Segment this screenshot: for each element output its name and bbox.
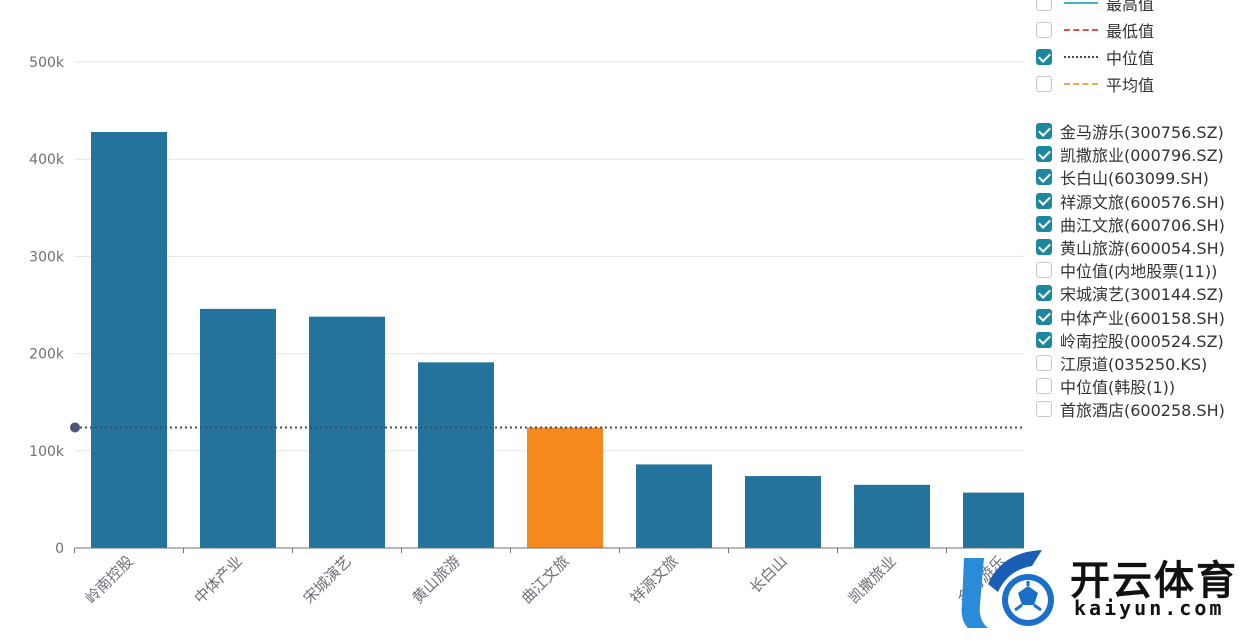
legend-label: 中位值(韩股(1)): [1060, 378, 1176, 398]
bar[interactable]: [963, 492, 1024, 548]
bar[interactable]: [527, 427, 603, 548]
checkbox-checked-icon[interactable]: [1036, 308, 1052, 325]
checkbox-unchecked-icon[interactable]: [1036, 378, 1052, 395]
checkbox-checked-icon[interactable]: [1036, 123, 1052, 139]
watermark-subtitle: kaiyun.com: [1074, 596, 1225, 620]
legend-series-item[interactable]: 中位值(韩股(1)): [1036, 375, 1242, 397]
checkbox-checked-icon[interactable]: [1036, 169, 1052, 186]
x-tick-label: 黄山旅游: [409, 552, 464, 607]
x-tick-label: 曲江文旅: [518, 552, 573, 607]
x-axis: [74, 547, 1024, 553]
checkbox-unchecked-icon[interactable]: [1036, 22, 1052, 38]
legend-label: 岭南控股(000524.SZ): [1060, 331, 1224, 351]
y-tick-label: 300k: [29, 249, 65, 265]
x-tick-label: 宋城演艺: [300, 552, 355, 607]
y-tick-label: 0: [55, 541, 64, 557]
median-marker: [70, 422, 80, 433]
checkbox-checked-icon[interactable]: [1036, 146, 1052, 163]
legend-label: 黄山旅游(600054.SH): [1060, 239, 1225, 258]
legend-line-item[interactable]: 最低值: [1036, 19, 1242, 41]
legend-label: 金马游乐(300756.SZ): [1060, 123, 1224, 142]
bar[interactable]: [854, 484, 930, 548]
checkbox-checked-icon[interactable]: [1036, 239, 1052, 255]
legend-line-swatch-icon: [1064, 29, 1098, 31]
legend-label: 宋城演艺(300144.SZ): [1060, 285, 1224, 305]
legend-label: 最低值: [1106, 22, 1155, 41]
bar[interactable]: [745, 476, 821, 548]
legend-label: 长白山(603099.SH): [1060, 169, 1209, 189]
kaiyun-logo-icon: [961, 550, 1054, 628]
checkbox-unchecked-icon[interactable]: [1036, 262, 1052, 279]
x-axis-labels: 岭南控股中体产业宋城演艺黄山旅游曲江文旅祥源文旅长白山凯撒旅业金马游乐: [82, 552, 1009, 607]
bar[interactable]: [309, 316, 385, 548]
y-tick-label: 400k: [29, 152, 65, 168]
y-axis-ticks: 0 100k 200k 300k 400k 500k: [29, 55, 65, 557]
watermark: 开云体育 kaiyun.com: [958, 544, 1242, 642]
legend-series-item[interactable]: 宋城演艺(300144.SZ): [1036, 282, 1242, 304]
checkbox-unchecked-icon[interactable]: [1036, 401, 1052, 418]
x-tick-label: 岭南控股: [82, 552, 137, 607]
watermark-title: 开云体育: [1070, 558, 1238, 604]
legend-label: 首旅酒店(600258.SH): [1060, 401, 1225, 421]
legend-series-item[interactable]: 岭南控股(000524.SZ): [1036, 329, 1242, 351]
checkbox-checked-icon[interactable]: [1036, 285, 1052, 302]
legend-label: 平均值: [1106, 76, 1155, 95]
legend-series-item[interactable]: 金马游乐(300756.SZ): [1036, 120, 1242, 142]
checkbox-checked-icon[interactable]: [1036, 215, 1052, 232]
legend-line-item[interactable]: 最高值: [1036, 0, 1242, 14]
x-tick-label: 祥源文旅: [627, 552, 682, 607]
legend-series-item[interactable]: 江原道(035250.KS): [1036, 352, 1242, 374]
bar[interactable]: [91, 131, 167, 548]
y-tick-label: 100k: [29, 444, 65, 460]
legend-label: 江原道(035250.KS): [1060, 355, 1208, 374]
legend-series-item[interactable]: 凯撒旅业(000796.SZ): [1036, 143, 1242, 165]
legend-line-swatch-icon: [1064, 2, 1098, 4]
legend-series-item[interactable]: 中位值(内地股票(11)): [1036, 259, 1242, 281]
bar[interactable]: [636, 464, 712, 548]
checkbox-checked-icon[interactable]: [1036, 49, 1052, 65]
legend-label: 中位值: [1106, 49, 1155, 68]
y-tick-label: 200k: [29, 347, 65, 363]
x-tick-label: 中体产业: [191, 552, 246, 607]
checkbox-unchecked-icon[interactable]: [1036, 355, 1052, 371]
legend-label: 中位值(内地股票(11)): [1060, 262, 1218, 282]
median-line: [70, 422, 1024, 433]
bar[interactable]: [200, 308, 276, 548]
y-tick-label: 500k: [29, 55, 65, 71]
bars: [91, 131, 1024, 548]
legend-label: 最高值: [1106, 0, 1155, 14]
legend-line-item[interactable]: 中位值: [1036, 46, 1242, 68]
bar[interactable]: [418, 362, 494, 548]
legend-series-item[interactable]: 中体产业(600158.SH): [1036, 306, 1242, 328]
legend-series-item[interactable]: 长白山(603099.SH): [1036, 166, 1242, 188]
legend-label: 祥源文旅(600576.SH): [1060, 192, 1225, 212]
legend-label: 中体产业(600158.SH): [1060, 308, 1225, 328]
legend-series-item[interactable]: 祥源文旅(600576.SH): [1036, 190, 1242, 212]
legend-series-item[interactable]: 首旅酒店(600258.SH): [1036, 398, 1242, 420]
legend-label: 凯撒旅业(000796.SZ): [1060, 146, 1224, 166]
checkbox-checked-icon[interactable]: [1036, 331, 1052, 348]
legend-series-item[interactable]: 黄山旅游(600054.SH): [1036, 236, 1242, 258]
bar-chart: 0 100k 200k 300k 400k 500k 岭南控股 中体产业 宋城演艺 黄山旅游 曲江…: [29, 55, 1024, 607]
checkbox-unchecked-icon[interactable]: [1036, 76, 1052, 92]
legend-label: 曲江文旅(600706.SH): [1060, 215, 1225, 235]
checkbox-checked-icon[interactable]: [1036, 192, 1052, 209]
x-tick-label: 长白山: [746, 552, 791, 597]
x-tick-label: 凯撒旅业: [845, 552, 900, 607]
checkbox-unchecked-icon[interactable]: [1036, 0, 1052, 11]
legend-line-swatch-icon: [1064, 56, 1098, 58]
legend-line-swatch-icon: [1064, 83, 1098, 85]
legend-line-item[interactable]: 平均值: [1036, 73, 1242, 95]
legend-series-item[interactable]: 曲江文旅(600706.SH): [1036, 213, 1242, 235]
